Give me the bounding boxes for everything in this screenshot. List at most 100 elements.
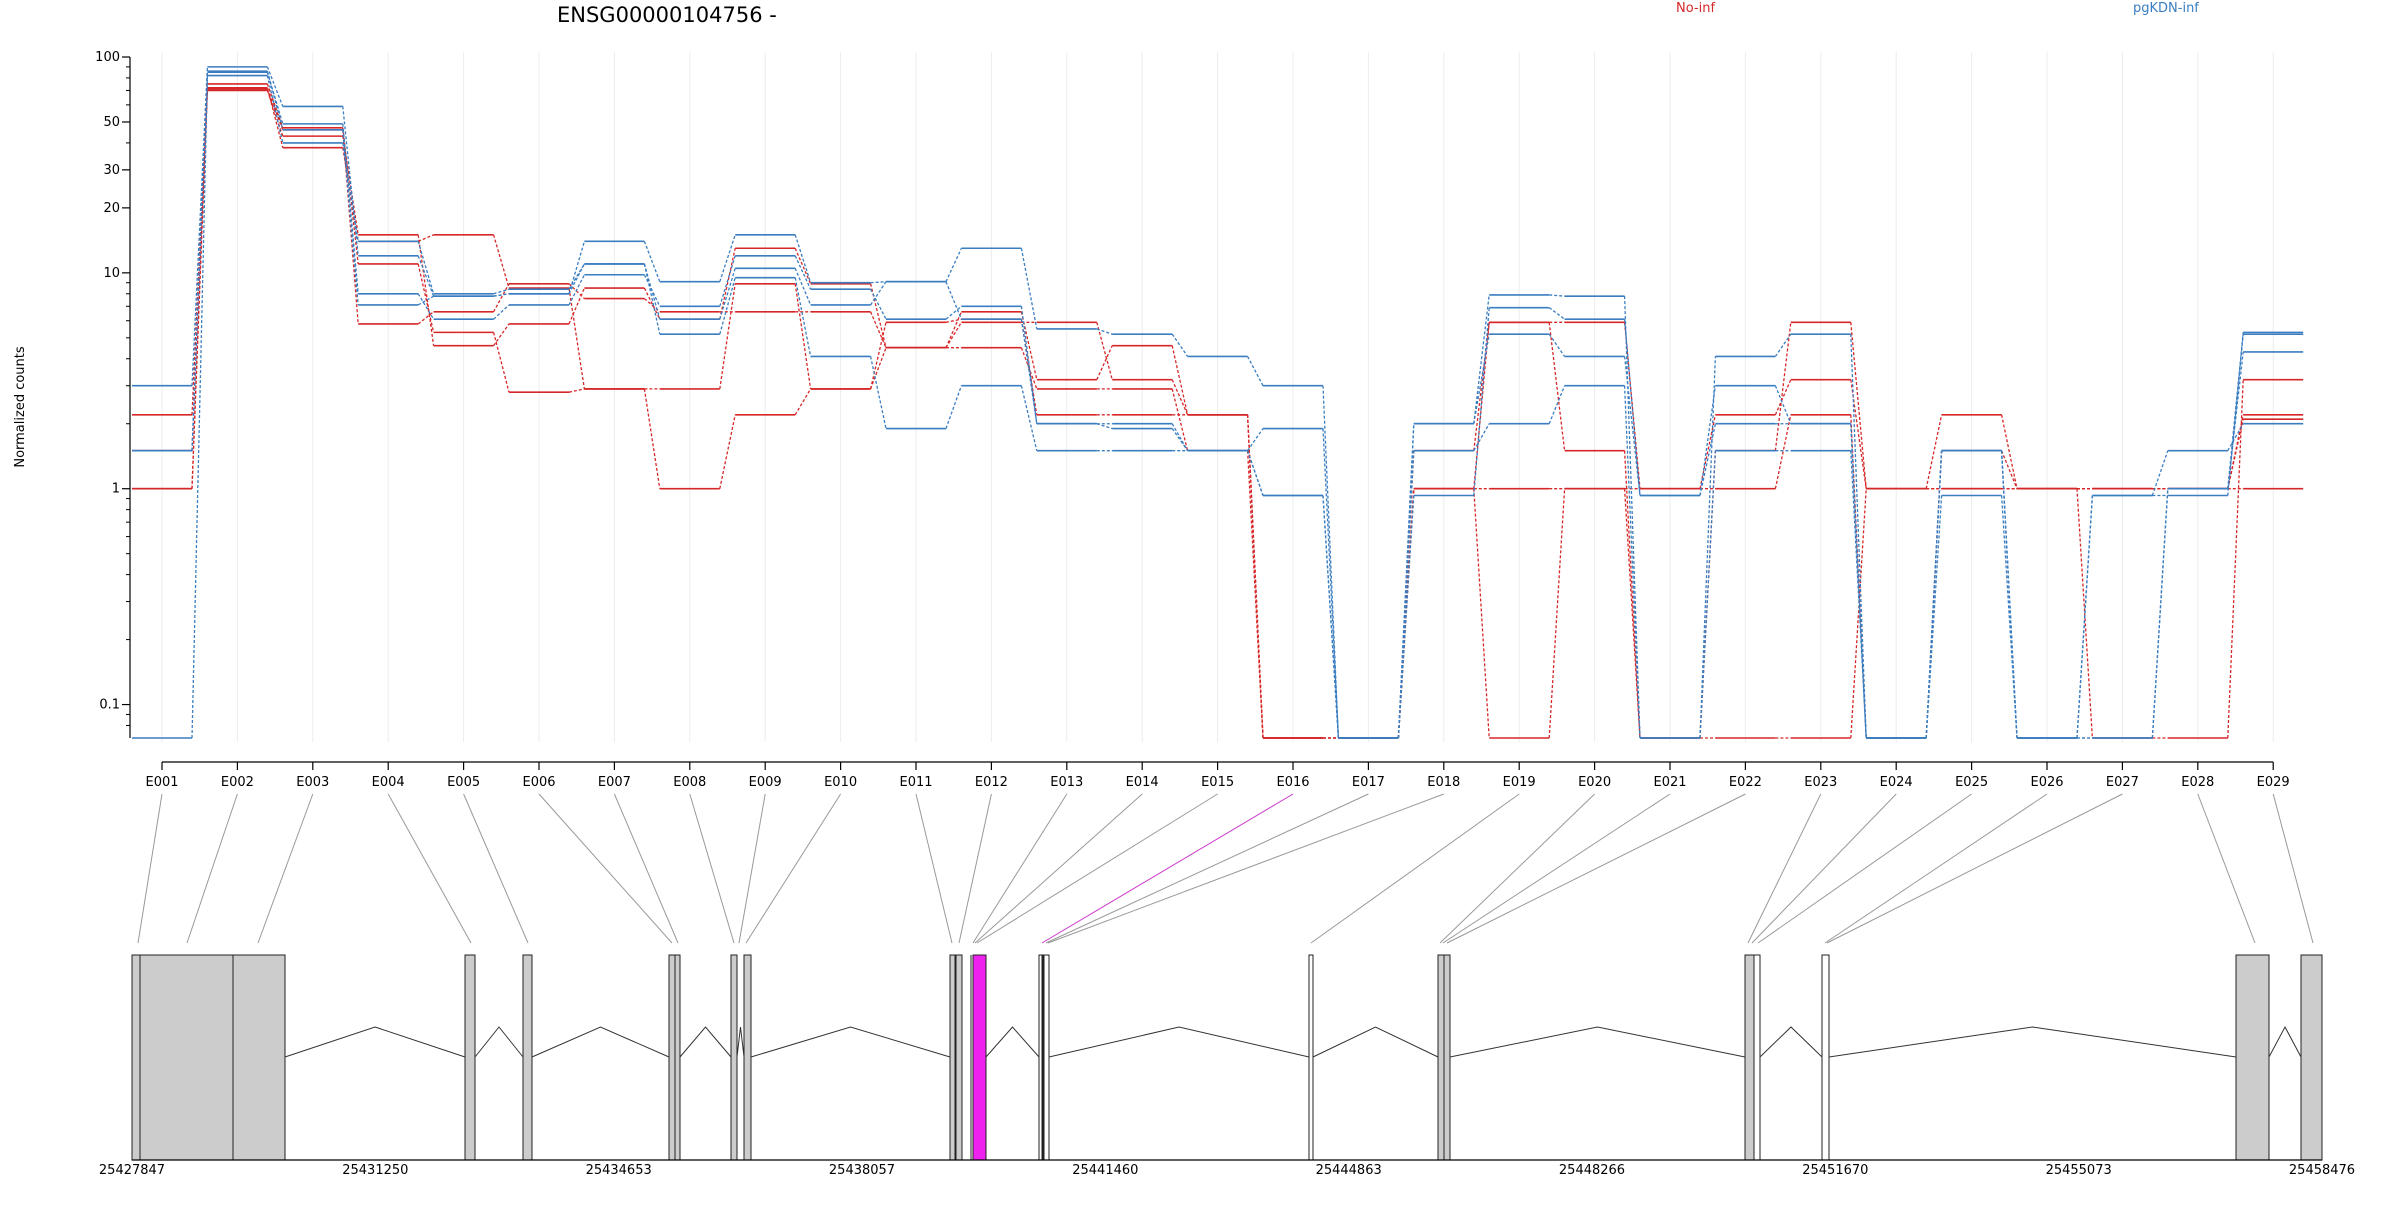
series-connector — [1473, 307, 1490, 496]
series-connector — [870, 311, 887, 348]
genomic-coordinates: 25427847 25431250 25434653 25438057 25441460… — [99, 1163, 2355, 1178]
x-tick-label: E022 — [1729, 775, 1762, 790]
x-tick-label: E010 — [824, 775, 857, 790]
coordinate-label: 25448266 — [1559, 1163, 1625, 1178]
series-connector — [1473, 294, 1490, 424]
series-connector — [2000, 450, 2018, 489]
series-pgkdn-inf-7 — [132, 70, 2304, 739]
series-connector — [794, 388, 812, 416]
series-connector — [342, 127, 359, 264]
series-connector — [1774, 379, 1792, 416]
legend-entry-no-inf: No-inf — [1676, 1, 1715, 16]
series-connector — [417, 234, 434, 242]
series-connector — [643, 263, 661, 320]
connector-line — [613, 793, 679, 944]
intron-line — [1759, 1026, 1823, 1058]
series-connector — [1699, 423, 1717, 496]
series-connector — [794, 234, 812, 283]
series-connector — [2076, 488, 2094, 739]
x-tick-label: E021 — [1653, 775, 1686, 790]
series-connector — [191, 71, 209, 451]
x-tick-label: E001 — [145, 775, 178, 790]
intron-line — [1828, 1026, 2237, 1058]
series-connector — [1623, 488, 1641, 739]
series-connector — [869, 347, 887, 390]
exon-box — [730, 954, 738, 1161]
connector-line — [2272, 793, 2314, 944]
series-connector — [492, 332, 510, 393]
y-tick-label: 0.1 — [99, 698, 120, 713]
connector-line — [689, 793, 735, 944]
series-connector — [1623, 385, 1641, 739]
series-connector — [568, 274, 585, 306]
connector-line — [915, 793, 953, 944]
connector-line — [463, 793, 529, 944]
series-connector — [719, 277, 736, 335]
x-tick-label: E012 — [975, 775, 1008, 790]
series-connector — [1020, 248, 1038, 330]
series-connector — [417, 311, 435, 325]
connector-line — [2197, 793, 2256, 944]
x-tick-label: E018 — [1427, 775, 1460, 790]
exon-box — [1308, 954, 1314, 1161]
x-tick-label: E003 — [296, 775, 329, 790]
series-connector — [568, 287, 585, 325]
x-tick-label: E027 — [2106, 775, 2139, 790]
series-connector — [2000, 414, 2018, 489]
connector-line — [1757, 793, 1972, 944]
gene-model — [131, 954, 2323, 1161]
exon-box — [1744, 954, 1755, 1161]
exon-box — [464, 954, 476, 1161]
series-connector — [719, 268, 736, 320]
exon-box — [955, 954, 963, 1161]
series-connector — [1548, 307, 1565, 320]
series-connector — [1171, 379, 1189, 416]
series-connector — [266, 90, 284, 137]
x-tick-label: E008 — [673, 775, 706, 790]
x-tick-label: E025 — [1955, 775, 1988, 790]
series-connector — [643, 241, 661, 282]
series-connector — [1774, 333, 1792, 357]
intron-line — [750, 1026, 951, 1058]
series-connector — [1171, 423, 1189, 452]
series-no-inf-3 — [132, 88, 2304, 739]
series-connector — [568, 263, 585, 295]
y-tick-label: 50 — [103, 115, 120, 130]
series-connector — [1699, 450, 1717, 739]
series-connector — [719, 255, 736, 307]
series-connector — [945, 318, 962, 323]
series-connector — [493, 304, 510, 320]
x-tick-label: E009 — [749, 775, 782, 790]
series-connector — [493, 293, 510, 297]
exon-box — [1821, 954, 1830, 1161]
x-axis: E001 E002 E003 E004 E005 E006 E007 E008 E009 E010… — [145, 761, 2290, 790]
series-connector — [1925, 450, 1943, 739]
x-tick-label: E015 — [1201, 775, 1234, 790]
series-connector — [2000, 450, 2018, 739]
intron-line — [1312, 1026, 1439, 1058]
series-connector — [266, 75, 284, 144]
y-tick-label: 100 — [95, 50, 120, 65]
series-connector — [794, 268, 812, 306]
legend-entry-pgkdn-inf: pgKDN-inf — [2133, 1, 2199, 16]
series-connector — [1850, 450, 1867, 739]
series-connector — [568, 388, 585, 393]
exon-highlighted — [972, 954, 987, 1161]
series-connector — [342, 129, 359, 306]
series-connector — [1473, 423, 1490, 452]
series-connector — [2151, 488, 2169, 739]
coordinate-label: 25441460 — [1072, 1163, 1138, 1178]
series-connector — [870, 281, 887, 284]
series-connector — [1774, 322, 1792, 451]
series-connector — [1246, 414, 1264, 739]
series-connector — [1850, 322, 1867, 489]
series-connector — [794, 283, 812, 389]
exon-box — [668, 954, 676, 1161]
connector-line — [1747, 793, 1822, 944]
series-connector — [1925, 450, 1943, 739]
series-connector — [266, 66, 284, 107]
series-connector — [1623, 296, 1641, 739]
connector-line — [137, 793, 163, 944]
exon-box — [232, 954, 286, 1161]
series-connector — [1925, 450, 1943, 739]
